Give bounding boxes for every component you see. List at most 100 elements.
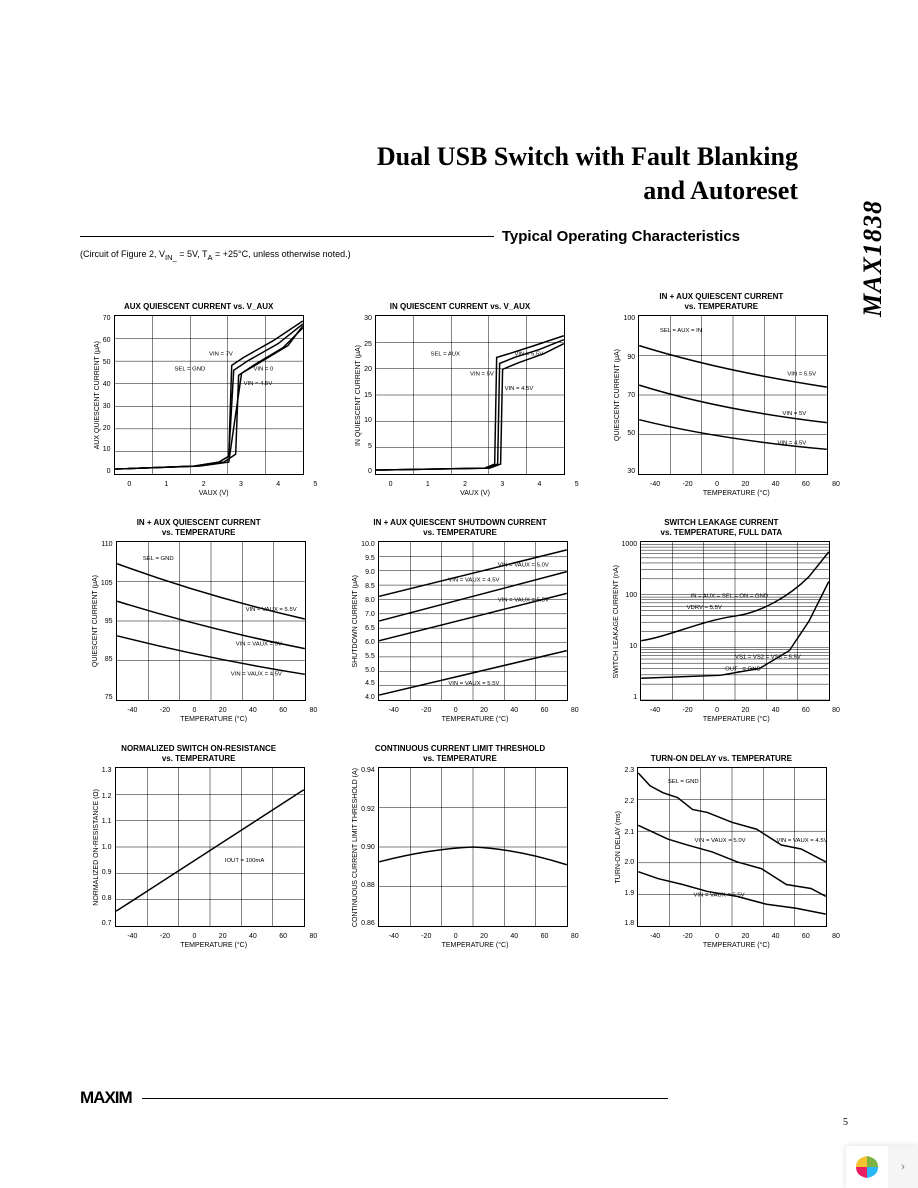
ytick: 75 [105,694,113,701]
bottom-area: 012345 VAUX (V) [80,479,317,497]
plot: SEL = GNDVIN = VAUX = 5.5VVIN = VAUX = 5… [116,541,306,701]
xlabel: VAUX (V) [460,490,490,497]
ytick: 95 [105,618,113,625]
chart-title: IN + AUX QUIESCENT CURRENT vs. TEMPERATU… [137,517,261,537]
ytick: 8.0 [365,597,375,604]
xtick: 5 [575,481,579,488]
ytick: 20 [103,425,111,432]
ytick: 4.5 [365,680,375,687]
cond-mid: = 5V, T [177,249,208,259]
plot: SEL = GNDVIN = VAUX = 5.0VVIN = VAUX = 4… [637,767,827,927]
chart-6: NORMALIZED SWITCH ON-RESISTANCE vs. TEMP… [80,743,317,949]
ytick: 6.0 [365,639,375,646]
ytick: 9.0 [365,569,375,576]
ytick: 1.3 [102,767,112,774]
corner-next-button[interactable]: › [888,1146,918,1188]
xtick: 20 [219,933,227,940]
ytick: 105 [101,580,113,587]
ytick: 0.88 [361,882,375,889]
condition-text: (Circuit of Figure 2, VIN_ = 5V, TA = +2… [80,249,848,262]
xtick: 5 [313,481,317,488]
ytick: 0.9 [102,869,112,876]
chart-5: SWITCH LEAKAGE CURRENT vs. TEMPERATURE, … [603,517,840,723]
xtick: 20 [741,933,749,940]
ytick: 15 [364,392,372,399]
xlabel: TEMPERATURE (°C) [703,716,770,723]
chart-2: IN + AUX QUIESCENT CURRENT vs. TEMPERATU… [603,291,840,497]
xtick: 0 [127,481,131,488]
svg-text:VIN = VAUX = 5V: VIN = VAUX = 5V [235,642,281,648]
plot [378,767,568,927]
bottom-area: -40-20020406080 TEMPERATURE (°C) [603,931,840,949]
ytick: 2.3 [624,767,634,774]
footer: MAXIM [80,1088,848,1108]
xaxis: -40-20020406080 [650,933,840,940]
ytick: 1.9 [624,890,634,897]
xtick: -20 [421,707,431,714]
xtick: 20 [741,707,749,714]
charts-grid: AUX QUIESCENT CURRENT vs. V_AUX AUX QUIE… [80,291,840,949]
xtick: 0 [454,707,458,714]
ytick: 10 [103,446,111,453]
xtick: 40 [772,933,780,940]
xtick: 60 [279,707,287,714]
chart-3: IN + AUX QUIESCENT CURRENT vs. TEMPERATU… [80,517,317,723]
chart-0: AUX QUIESCENT CURRENT vs. V_AUX AUX QUIE… [80,291,317,497]
ytick: 1.1 [102,818,112,825]
cond-prefix: (Circuit of Figure 2, V [80,249,165,259]
page-title: Dual USB Switch with Fault Blanking and … [80,140,798,208]
xtick: 0 [389,481,393,488]
ylabel: IN QUIESCENT CURRENT (μA) [355,345,362,446]
chart-title: TURN-ON DELAY vs. TEMPERATURE [651,743,792,763]
xtick: 40 [772,481,780,488]
plot-area: SWITCH LEAKAGE CURRENT (nA) 1000100101 I… [613,541,831,701]
ytick: 85 [105,656,113,663]
svg-text:VS1 = VS2 = VS3 = 5.5V: VS1 = VS2 = VS3 = 5.5V [735,655,801,661]
svg-text:VIN = 4.5V: VIN = 4.5V [778,441,807,447]
xtick: 40 [510,707,518,714]
svg-text:IN = AUX = SEL = ON = GND: IN = AUX = SEL = ON = GND [691,594,769,600]
xaxis: -40-20020406080 [650,481,840,488]
xtick: 40 [510,933,518,940]
ylabel: QUIESCENT CURRENT (μA) [614,349,621,441]
corner-widget[interactable]: › [846,1146,918,1188]
svg-text:VIN = 4.5V: VIN = 4.5V [504,386,533,392]
xtick: 80 [832,933,840,940]
xtick: 2 [202,481,206,488]
xtick: -20 [421,933,431,940]
ytick: 30 [627,468,635,475]
ytick: 2.1 [624,829,634,836]
chart-title: SWITCH LEAKAGE CURRENT vs. TEMPERATURE, … [661,517,783,537]
svg-text:VIN = VAUX = 5.0V: VIN = VAUX = 5.0V [695,838,746,844]
plot-area: CONTINUOUS CURRENT LIMIT THRESHOLD (A) 0… [352,767,568,927]
ylabel: AUX QUIESCENT CURRENT (μA) [94,341,101,449]
page-number: 5 [843,1117,848,1128]
ytick: 90 [627,354,635,361]
svg-text:VIN = 0: VIN = 0 [253,367,274,373]
xtick: 80 [832,707,840,714]
ytick: 1.0 [102,844,112,851]
svg-text:VIN = VAUX = 5.5V: VIN = VAUX = 5.5V [448,682,499,688]
xtick: 0 [715,933,719,940]
xtick: -40 [650,933,660,940]
ytick: 4.0 [365,694,375,701]
xtick: 0 [192,707,196,714]
yaxis: 706050403020100 [103,315,114,475]
ytick: 70 [103,315,111,322]
section-header: Typical Operating Characteristics [80,228,848,245]
ytick: 6.5 [365,625,375,632]
ytick: 0.90 [361,844,375,851]
xaxis: 012345 [127,481,317,488]
xaxis: -40-20020406080 [389,707,579,714]
plot-area: NORMALIZED ON-RESISTANCE (Ω) 1.31.21.11.… [93,767,305,927]
xtick: -20 [160,707,170,714]
ylabel: TURN-ON DELAY (ms) [615,811,622,883]
yaxis: 302520151050 [364,315,375,475]
bottom-area: -40-20020406080 TEMPERATURE (°C) [341,931,578,949]
ylabel: SHUTDOWN CURRENT (μA) [352,575,359,668]
plot-area: QUIESCENT CURRENT (μA) 10090705030 SEL =… [614,315,828,475]
bottom-area: 012345 VAUX (V) [341,479,578,497]
xlabel: TEMPERATURE (°C) [442,942,509,949]
ytick: 5 [368,443,372,450]
svg-text:VIN = VAUX = 4.5V: VIN = VAUX = 4.5V [777,838,827,844]
